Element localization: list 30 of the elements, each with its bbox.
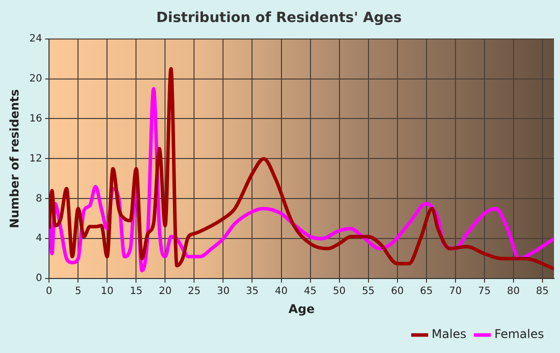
chart-title: Distribution of Residents' Ages bbox=[156, 10, 402, 26]
x-tick-label: 10 bbox=[100, 286, 114, 298]
x-tick-label: 60 bbox=[390, 286, 404, 298]
legend-label: Females bbox=[494, 327, 544, 342]
y-axis-title: Number of residents bbox=[7, 89, 22, 228]
y-tick-label: 16 bbox=[29, 113, 42, 124]
x-tick-label: 50 bbox=[332, 286, 346, 298]
y-tick-label: 8 bbox=[36, 193, 42, 204]
legend-label: Males bbox=[432, 327, 466, 342]
x-tick-label: 25 bbox=[188, 286, 201, 298]
x-tick-label: 35 bbox=[246, 286, 259, 298]
x-tick-label: 15 bbox=[130, 286, 143, 298]
y-tick-label: 0 bbox=[36, 273, 42, 284]
x-tick-label: 55 bbox=[362, 286, 375, 298]
x-tick-label: 40 bbox=[274, 286, 288, 298]
x-tick-label: 85 bbox=[536, 286, 549, 298]
x-tick-label: 20 bbox=[158, 286, 172, 298]
y-tick-label: 4 bbox=[36, 233, 42, 244]
x-tick-label: 45 bbox=[304, 286, 317, 298]
x-tick-label: 80 bbox=[507, 286, 520, 298]
x-tick-label: 70 bbox=[448, 286, 462, 298]
y-tick-label: 12 bbox=[29, 153, 42, 164]
x-tick-label: 0 bbox=[46, 286, 52, 298]
x-tick-label: 65 bbox=[420, 286, 433, 298]
y-tick-label: 24 bbox=[29, 33, 42, 44]
y-tick-label: 20 bbox=[29, 73, 42, 84]
x-axis-title: Age bbox=[288, 302, 315, 316]
x-tick-label: 30 bbox=[216, 286, 230, 298]
x-tick-label: 5 bbox=[74, 286, 82, 298]
x-tick-label: 75 bbox=[478, 286, 491, 298]
